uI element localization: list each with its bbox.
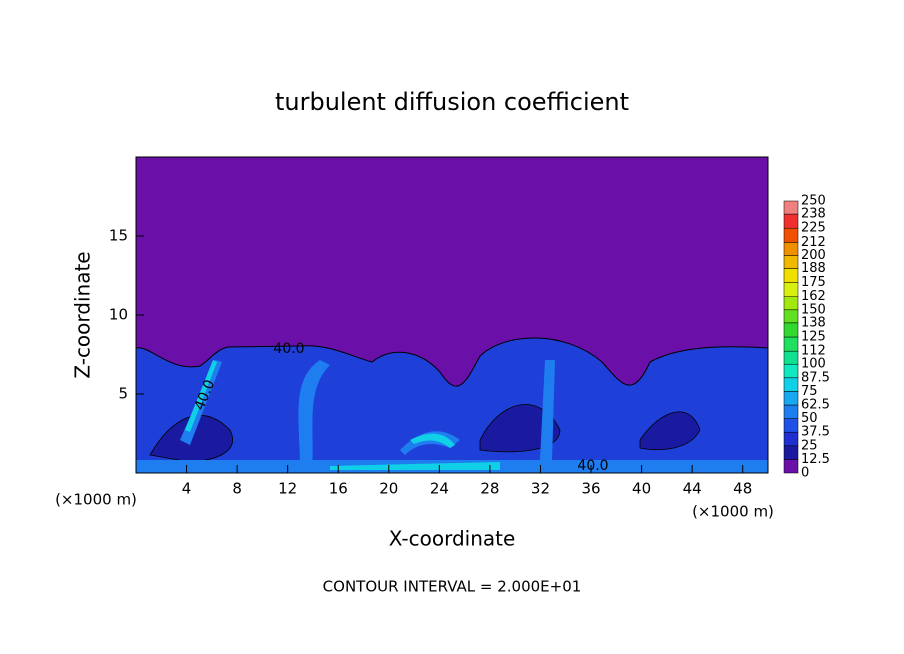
x-tick-label: 44 [683, 480, 702, 498]
x-unit-label: (×1000 m) [692, 503, 774, 521]
field-region [135, 337, 769, 474]
colorbar-band [783, 282, 799, 297]
colorbar-band [783, 431, 799, 447]
colorbar-label: 100 [801, 357, 826, 372]
y-axis-label: Z-coordinate [71, 251, 95, 378]
x-tick-label: 28 [480, 480, 499, 498]
colorbar-band [783, 418, 799, 433]
y-tick-label: 5 [118, 385, 128, 403]
y-tick-label: 15 [109, 227, 128, 245]
colorbar-label: 37.5 [801, 425, 830, 440]
colorbar-label: 12.5 [801, 452, 830, 467]
colorbar-band [783, 445, 799, 460]
colorbar-band [783, 377, 799, 392]
colorbar-label: 150 [801, 302, 826, 317]
colorbar-label: 112 [801, 344, 826, 359]
chart-title: turbulent diffusion coefficient [275, 88, 629, 116]
y-tick-label: 10 [109, 306, 128, 324]
colorbar-label: 0 [801, 466, 809, 481]
colorbar-band [783, 336, 799, 352]
x-tick-label: 48 [733, 480, 752, 498]
colorbar-label: 200 [801, 248, 826, 263]
colorbar-label: 250 [801, 194, 826, 209]
y-unit-label: (×1000 m) [55, 491, 137, 509]
x-tick-label: 16 [329, 480, 348, 498]
colorbar-band [783, 391, 799, 406]
field [135, 157, 769, 474]
x-tick-label: 4 [182, 480, 192, 498]
x-tick-label: 36 [581, 480, 600, 498]
contour-label: 40.0 [577, 458, 608, 474]
colorbar-band [783, 213, 799, 229]
x-tick-label: 20 [379, 480, 398, 498]
annotation: CONTOUR INTERVAL = 2.000E+01 [323, 578, 582, 596]
colorbar-band [783, 459, 799, 474]
colorbar-label: 87.5 [801, 370, 830, 385]
colorbar-label: 162 [801, 289, 826, 304]
field-light [136, 360, 768, 473]
colorbar-label: 175 [801, 275, 826, 290]
colorbar-band [783, 322, 799, 338]
colorbar-label: 225 [801, 221, 826, 236]
colorbar-label: 25 [801, 438, 818, 453]
colorbar-band [783, 350, 799, 365]
x-axis-label: X-coordinate [389, 527, 516, 551]
colorbar-band [783, 255, 799, 269]
field-dark [149, 404, 701, 463]
colorbar-band [783, 242, 799, 256]
colorbar-label: 188 [801, 261, 826, 276]
x-tick-label: 40 [632, 480, 651, 498]
x-tick-label: 32 [531, 480, 550, 498]
x-tick-label: 12 [278, 480, 297, 498]
colorbar-label: 138 [801, 315, 826, 330]
colorbar-label: 125 [801, 330, 826, 345]
colorbar-band [783, 363, 799, 379]
colorbar-label: 75 [801, 384, 818, 399]
contour-label: 40.0 [273, 341, 304, 357]
colorbar-label: 62.5 [801, 398, 830, 413]
x-tick-label: 24 [430, 480, 449, 498]
colorbar-band [783, 296, 799, 311]
colorbar-label: 50 [801, 411, 818, 426]
colorbar-band [783, 227, 799, 243]
colorbar-band [783, 268, 799, 283]
colorbar-band [783, 404, 799, 419]
x-tick-label: 8 [232, 480, 242, 498]
colorbar-label: 238 [801, 207, 826, 222]
colorbar-label: 212 [801, 235, 826, 250]
colorbar-band [783, 309, 799, 324]
colorbar-band [783, 200, 799, 215]
